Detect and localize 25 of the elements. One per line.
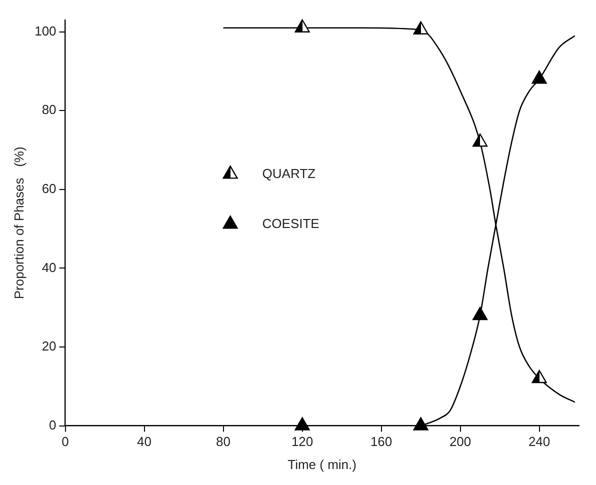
x-tick-label: 40 [137,434,152,450]
legend-label: COESITE [262,216,320,231]
point [294,417,310,430]
point [294,19,310,32]
y-tick-label: 80 [42,102,56,118]
point [532,370,547,384]
x-tick-label: 200 [449,434,472,450]
point [413,21,428,34]
y-tick-label: 20 [42,338,56,354]
x-tick-label: 80 [216,434,231,450]
y-tick-label: 0 [49,417,56,432]
point [472,306,488,320]
point [532,70,547,84]
y-tick-label: 60 [42,180,56,196]
y-axis-title: Proportion of Phases (%) [11,146,26,300]
y-tick-label: 40 [42,260,56,275]
legend-label: QUARTZ [262,166,316,181]
x-tick-label: 120 [291,434,314,450]
x-tick-label: 240 [528,434,550,450]
x-tick-label: 160 [370,434,392,450]
x-axis-title: Time ( min.) [288,456,356,472]
point [413,417,428,430]
point [472,134,488,147]
x-tick-label: 0 [62,434,69,450]
y-tick-label: 100 [34,23,56,38]
